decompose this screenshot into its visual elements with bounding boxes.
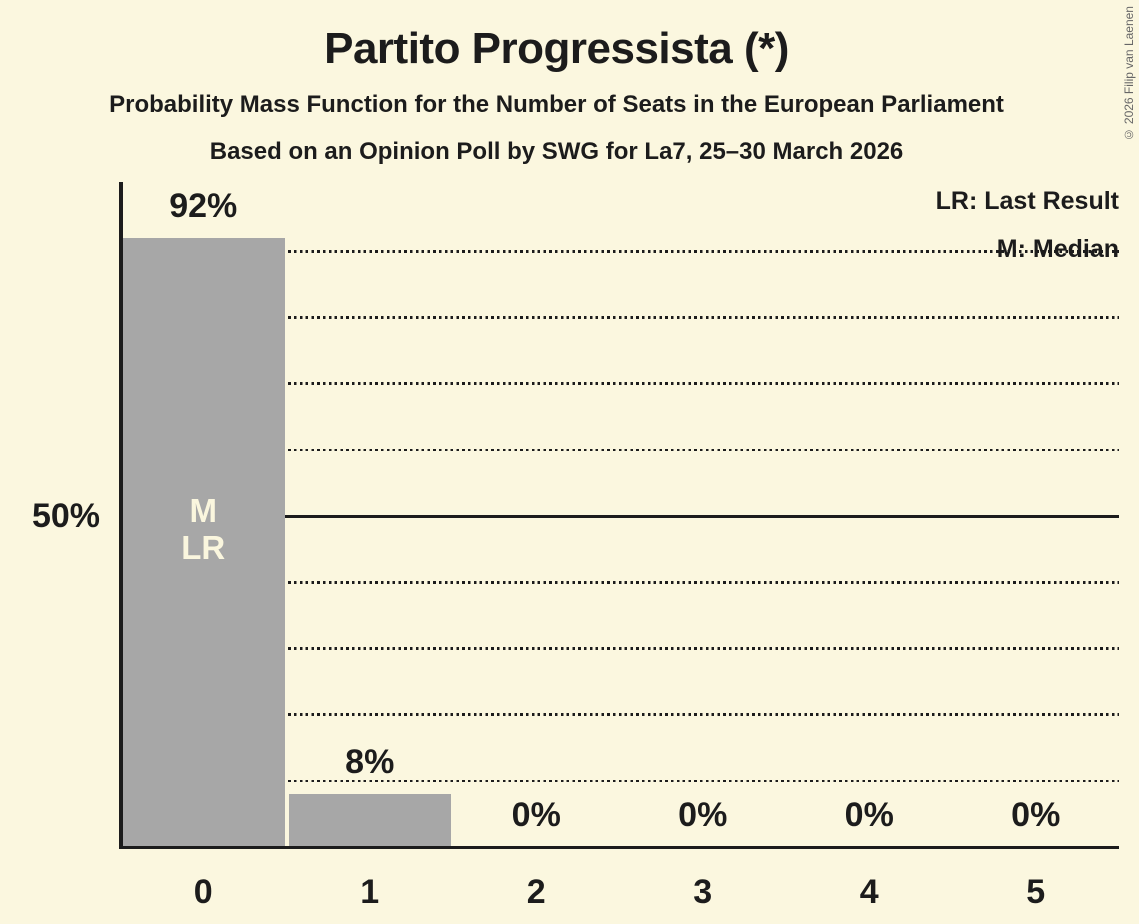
x-tick-5: 5	[1026, 873, 1046, 911]
gridline-10pct	[120, 779, 1119, 783]
chart-subtitle: Probability Mass Function for the Number…	[109, 91, 1004, 118]
bar-seats-1	[288, 794, 451, 847]
bar-seats-0	[122, 238, 285, 847]
x-axis-line	[119, 845, 1119, 849]
y-axis-label-50pct: 50%	[31, 497, 100, 535]
legend-last-result: LR: Last Result	[935, 187, 1119, 215]
x-tick-2: 2	[526, 873, 546, 911]
gridline-80pct	[120, 316, 1119, 319]
value-label-seats-5: 0%	[1011, 796, 1061, 834]
plot-area: 92% M LR 8% 0% 0% 0% 0%	[120, 185, 1119, 847]
x-tick-3: 3	[693, 873, 713, 911]
x-axis-ticks: 0 1 2 3 4 5	[120, 847, 1119, 924]
x-tick-0: 0	[193, 873, 213, 911]
bar-annotation-median-last-result: M LR	[181, 492, 226, 566]
copyright-text: © 2026 Filip van Laenen	[1122, 6, 1136, 142]
y-axis-line	[119, 182, 123, 849]
gridline-90pct	[120, 249, 1119, 253]
gridline-70pct	[120, 382, 1119, 385]
chart-title: Partito Progressista (*)	[324, 24, 789, 73]
gridline-30pct	[120, 647, 1119, 650]
chart-poll-info: Based on an Opinion Poll by SWG for La7,…	[209, 138, 904, 165]
value-label-seats-0: 92%	[169, 187, 238, 225]
x-tick-4: 4	[859, 873, 879, 911]
value-label-seats-3: 0%	[678, 796, 728, 834]
x-tick-1: 1	[360, 873, 380, 911]
gridline-20pct	[120, 713, 1119, 716]
gridline-solid-50pct	[120, 514, 1119, 518]
gridline-60pct	[120, 448, 1119, 452]
value-label-seats-2: 0%	[511, 796, 561, 834]
gridline-40pct	[120, 580, 1119, 584]
legend-median: M: Median	[996, 235, 1119, 263]
value-label-seats-4: 0%	[844, 796, 894, 834]
value-label-seats-1: 8%	[345, 743, 395, 781]
